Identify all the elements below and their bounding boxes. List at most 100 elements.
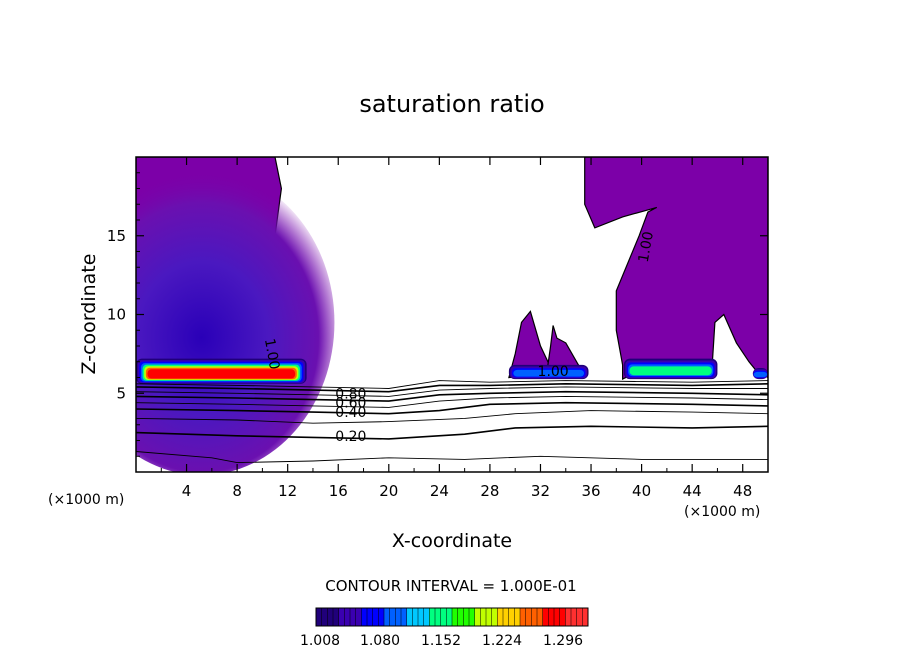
colorbar-tick-label: 1.152: [421, 633, 461, 649]
contour-line-0.7: [136, 386, 768, 397]
y-axis: 5 10 15: [107, 172, 768, 457]
colorbar-cell: [350, 608, 357, 626]
x-axis: 4 8 12 16 20 24 28 32 36 40 44 48: [160, 157, 752, 500]
x-axis-label: X-coordinate: [392, 530, 512, 552]
x-tick-label: 8: [232, 482, 242, 500]
colorbar-cell: [321, 608, 328, 626]
contour-labels: 1.00 1.00 1.00 0.800.600.40 0.20: [261, 230, 657, 445]
contour-interval-text: CONTOUR INTERVAL = 1.000E-01: [325, 577, 576, 595]
colorbar-cell: [423, 608, 430, 626]
y-axis-label: Z-coordinate: [78, 254, 100, 375]
colorbar-cell: [520, 608, 527, 626]
colorbar-tick-label: 1.296: [543, 633, 583, 649]
colorbar-cell: [469, 608, 476, 626]
x-tick-label: 28: [480, 482, 499, 500]
colorbar-cell: [389, 608, 396, 626]
colorbar-cell: [525, 608, 532, 626]
colorbar-tick-label: 1.008: [300, 633, 340, 649]
colorbar-cell: [384, 608, 391, 626]
y-tick-label: 10: [107, 306, 126, 324]
x-tick-label: 24: [430, 482, 449, 500]
contour-label: 0.80: [335, 386, 366, 402]
x-tick-label: 36: [581, 482, 600, 500]
supersat-patch-0: [136, 358, 307, 384]
colorbar-cell: [327, 608, 334, 626]
x-tick-label: 4: [182, 482, 192, 500]
colorbar-cell: [418, 608, 425, 626]
contour-line-0.1: [136, 451, 768, 464]
colorbar-cell: [480, 608, 487, 626]
colorbar-cell: [576, 608, 583, 626]
colorbar-cell: [355, 608, 362, 626]
colorbar-cell: [446, 608, 453, 626]
colorbar-cell: [440, 608, 447, 626]
colorbar-cell: [548, 608, 555, 626]
contour-line-0.9: [136, 380, 768, 389]
supersat-patch-1: [508, 364, 589, 380]
contour-label: 1.00: [261, 337, 282, 370]
colorbar-cell: [508, 608, 515, 626]
colorbar-cell: [361, 608, 368, 626]
x-tick-label: 16: [329, 482, 348, 500]
x-unit-label-right: (×1000 m): [684, 504, 760, 520]
colorbar-cell: [514, 608, 521, 626]
colorbar-cell: [395, 608, 402, 626]
colorbar-cell: [582, 608, 589, 626]
contour-label: 0.40: [335, 405, 366, 421]
x-tick-label: 48: [733, 482, 752, 500]
contour-label: 0.20: [335, 429, 366, 445]
y-tick-label: 5: [116, 384, 126, 402]
colorbar-cell: [559, 608, 566, 626]
x-tick-label: 44: [683, 482, 702, 500]
x-tick-label: 20: [379, 482, 398, 500]
colorbar-cell: [503, 608, 510, 626]
colorbar-cell: [463, 608, 470, 626]
colorbar-cell: [554, 608, 561, 626]
supersat-patch-3: [752, 368, 768, 380]
colorbar-cell: [344, 608, 351, 626]
colorbar-cell: [406, 608, 413, 626]
colorbar-cell: [457, 608, 464, 626]
colorbar-cell: [486, 608, 493, 626]
colorbar-cell: [412, 608, 419, 626]
colorbar-cell: [429, 608, 436, 626]
y-tick-label: 15: [107, 227, 126, 245]
chart-title: saturation ratio: [359, 90, 544, 118]
colorbar-cell: [565, 608, 572, 626]
contour-label: 0.60: [335, 396, 366, 412]
colorbar-cell: [537, 608, 544, 626]
contour-line-0.4: [136, 401, 768, 415]
colorbar-cell: [571, 608, 578, 626]
colorbar-cell: [497, 608, 504, 626]
contour-line-0.6: [136, 390, 768, 402]
colorbar-cell: [338, 608, 345, 626]
contour-line-0.8: [136, 382, 768, 393]
colorbar-cell: [435, 608, 442, 626]
colorbar-cell: [542, 608, 549, 626]
colorbar-cell: [452, 608, 459, 626]
supersat-patch-2: [623, 358, 718, 380]
contour-line-0.2: [136, 425, 768, 440]
colorbar-cell: [474, 608, 481, 626]
contour-lines: [136, 380, 768, 464]
colorbar-frame: [315, 607, 589, 627]
colorbar-tick-label: 1.224: [482, 633, 522, 649]
x-tick-label: 40: [632, 482, 651, 500]
contour-line-0.3: [136, 410, 768, 424]
colorbar-tick-label: 1.080: [360, 633, 400, 649]
colorbar-cell: [316, 608, 323, 626]
x-tick-label: 12: [278, 482, 297, 500]
colorbar-cell: [491, 608, 498, 626]
x-tick-label: 32: [531, 482, 550, 500]
colorbar-cell: [531, 608, 538, 626]
colorbar-cell: [367, 608, 374, 626]
colorbar-cell: [372, 608, 379, 626]
colorbar-cell: [401, 608, 408, 626]
colorbar: 1.008 1.080 1.152 1.224 1.296: [300, 607, 589, 649]
contour-label: 1.00: [538, 364, 569, 380]
colorbar-cell: [378, 608, 385, 626]
x-unit-label-left: (×1000 m): [48, 492, 124, 508]
contour-label: 1.00: [636, 230, 657, 263]
saturated-region-right-cloud: [584, 157, 768, 381]
